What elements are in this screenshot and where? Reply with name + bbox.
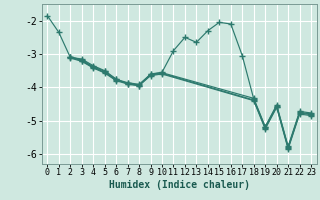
X-axis label: Humidex (Indice chaleur): Humidex (Indice chaleur): [109, 180, 250, 190]
